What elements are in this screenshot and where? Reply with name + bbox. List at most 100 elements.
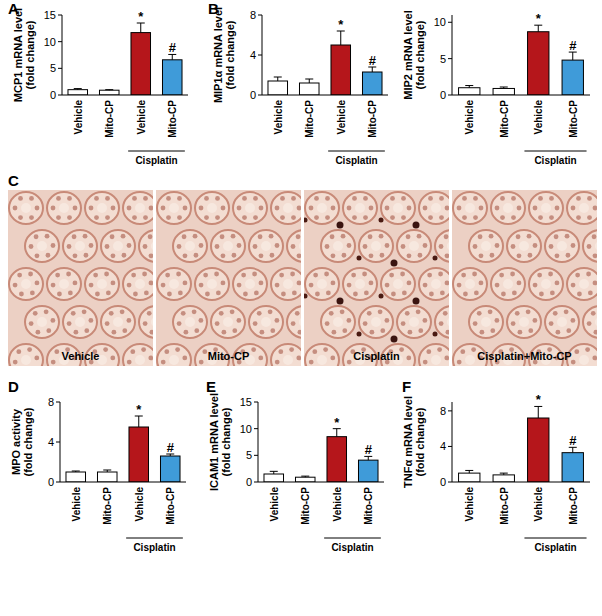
y-axis-title: MCP1 mRNA level(fold change) [12,8,36,102]
significance-marker: * [536,11,542,26]
x-tick-label: Vehicle [136,100,147,135]
error-bar [465,470,473,473]
y-tick-label: 0 [48,476,54,488]
y-axis-title-line: MCP1 mRNA level [12,8,24,102]
error-bar [305,79,313,83]
group-bracket [328,151,385,152]
significance-marker: * [536,392,542,407]
error-bar [500,473,508,475]
bar [362,72,382,95]
group-label: Cisplatin [331,542,373,553]
plot-area [459,25,584,95]
y-axis-title-line: (fold change) [414,407,426,476]
significance-marker: * [338,17,344,32]
bar [327,437,347,482]
x-axis [62,95,188,96]
plot-area [68,23,182,95]
y-axis-title: MIP2 mRNA level(fold change) [402,10,426,99]
y-tick [448,446,452,447]
group-bracket [324,538,381,539]
group-bracket [524,151,586,152]
plot-area [264,429,378,482]
x-axis [262,95,388,96]
panel-label: D [8,378,19,395]
y-tick-label: 8 [48,396,54,408]
error-bar [105,89,113,91]
x-tick-label: Mito-CP [367,100,378,138]
x-axis [452,95,590,96]
bar [299,83,319,95]
y-tick [448,58,452,59]
bar [268,81,288,95]
group-bracket [126,538,183,539]
micrographs: CVehicleMito-CPCisplatinCisplatin+Mito-C… [8,172,602,381]
y-axis-title-line: TNFα mRNA level [402,396,414,488]
bar [68,90,88,95]
chart: AMCP1 mRNA level(fold change)*#051015Veh… [8,0,188,166]
micrograph: Mito-CP [156,190,321,376]
plot-area [66,416,180,482]
bar [160,456,180,482]
y-axis [258,402,259,482]
micrograph: Cisplatin [303,190,474,381]
x-tick-label: Vehicle [134,487,145,522]
y-tick-label: 0 [440,89,446,101]
bar [264,474,284,482]
group-label: Cisplatin [534,542,576,553]
y-tick [258,95,262,96]
bar [459,473,480,482]
significance-marker: * [136,402,142,417]
significance-marker: # [569,38,577,53]
panel-label: E [206,378,216,395]
y-tick [58,41,62,42]
x-tick-label: Mito-CP [499,100,510,138]
y-tick-label: 5 [440,53,446,65]
y-axis-title-line: ICAM1 mRNA level [208,393,220,491]
error-bar [137,23,145,33]
x-tick-label: Vehicle [273,100,284,135]
bar [562,453,583,482]
error-bar [74,89,82,90]
x-tick-label: Mito-CP [304,100,315,138]
y-tick [58,68,62,69]
error-bar [274,77,282,81]
x-tick-label: Vehicle [464,100,475,135]
bar [358,460,378,482]
x-tick-label: Vehicle [336,100,347,135]
micrograph-label: Mito-CP [208,350,250,362]
y-tick-label: 4 [440,440,446,452]
x-tick-label: Vehicle [332,487,343,522]
y-tick [58,95,62,96]
bar [295,477,315,482]
significance-marker: * [138,9,144,24]
error-bar [500,87,508,88]
micrograph: Cisplatin+Mito-CP [452,190,602,376]
micrograph-label: Vehicle [62,350,100,362]
bar [493,475,514,482]
bar [99,90,119,95]
bar [97,472,117,482]
bar [131,33,151,95]
y-tick [58,15,62,16]
panel-label: F [402,378,411,395]
x-tick-label: Mito-CP [363,487,374,525]
y-tick [56,402,60,403]
micrograph: Vehicle [8,190,173,376]
error-bar [465,86,473,88]
bar [66,472,86,482]
y-tick [258,15,262,16]
y-tick [254,482,258,483]
y-tick-label: 10 [240,423,252,435]
y-tick-label: 15 [240,396,252,408]
y-tick [258,55,262,56]
y-tick-label: 0 [246,476,252,488]
chart: MIP2 mRNA level(fold change)*#0510Vehicl… [402,10,590,166]
bar [129,427,149,482]
significance-marker: # [365,442,373,457]
x-axis [452,482,590,483]
x-tick-label: Mito-CP [167,100,178,138]
figure: AMCP1 mRNA level(fold change)*#051015Veh… [0,0,602,616]
y-tick [254,402,258,403]
chart: FTNFα mRNA level(fold change)*#048Vehicl… [402,378,590,553]
y-axis-title: MPO activity(fold change) [10,407,34,476]
